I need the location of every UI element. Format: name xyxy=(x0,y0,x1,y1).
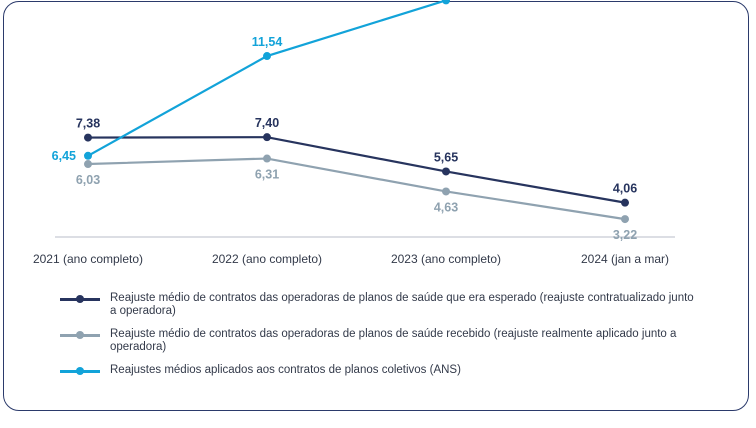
data-label: 5,65 xyxy=(434,150,458,164)
data-point xyxy=(621,198,629,207)
legend-dot xyxy=(76,367,84,375)
legend-label: Reajustes médios aplicados aos contratos… xyxy=(110,364,461,376)
legend-item: Reajustes médios aplicados aos contratos… xyxy=(60,364,700,377)
x-tick-label: 2024 (jan a mar) xyxy=(581,252,669,266)
data-point xyxy=(442,167,450,176)
data-label: 11,54 xyxy=(252,35,283,49)
data-label: 4,06 xyxy=(613,182,637,196)
legend-marker-icon xyxy=(60,365,100,377)
data-point xyxy=(84,151,92,160)
legend-item: Reajuste médio de contratos das operador… xyxy=(60,292,700,318)
legend-label: Reajuste médio de contratos das operador… xyxy=(110,328,677,353)
x-tick-label: 2022 (ano completo) xyxy=(212,252,322,266)
series-line xyxy=(87,136,626,204)
legend-item: Reajuste médio de contratos das operador… xyxy=(60,328,700,354)
data-point xyxy=(621,215,629,224)
data-point xyxy=(442,187,450,196)
series-line xyxy=(87,0,447,157)
data-point xyxy=(442,0,450,5)
data-label: 6,45 xyxy=(52,149,76,163)
legend-marker-icon xyxy=(60,293,100,305)
data-label: 7,40 xyxy=(255,116,279,130)
legend-dot xyxy=(76,295,84,303)
x-tick-label: 2023 (ano completo) xyxy=(391,252,501,266)
data-label: 6,31 xyxy=(255,168,279,182)
legend-marker-icon xyxy=(60,329,100,341)
data-label: 6,03 xyxy=(76,173,100,187)
data-point xyxy=(263,52,271,61)
data-point xyxy=(263,154,271,163)
legend-label: Reajuste médio de contratos das operador… xyxy=(110,292,694,317)
series-line xyxy=(87,157,626,221)
data-label: 4,63 xyxy=(434,200,458,214)
x-tick-label: 2021 (ano completo) xyxy=(33,252,143,266)
data-point xyxy=(84,160,92,169)
legend-dot xyxy=(76,331,84,339)
data-point xyxy=(263,133,271,142)
data-label: 7,38 xyxy=(76,117,100,131)
chart-legend: Reajuste médio de contratos das operador… xyxy=(60,292,700,387)
data-label: 3,22 xyxy=(613,228,637,242)
data-point xyxy=(84,133,92,142)
